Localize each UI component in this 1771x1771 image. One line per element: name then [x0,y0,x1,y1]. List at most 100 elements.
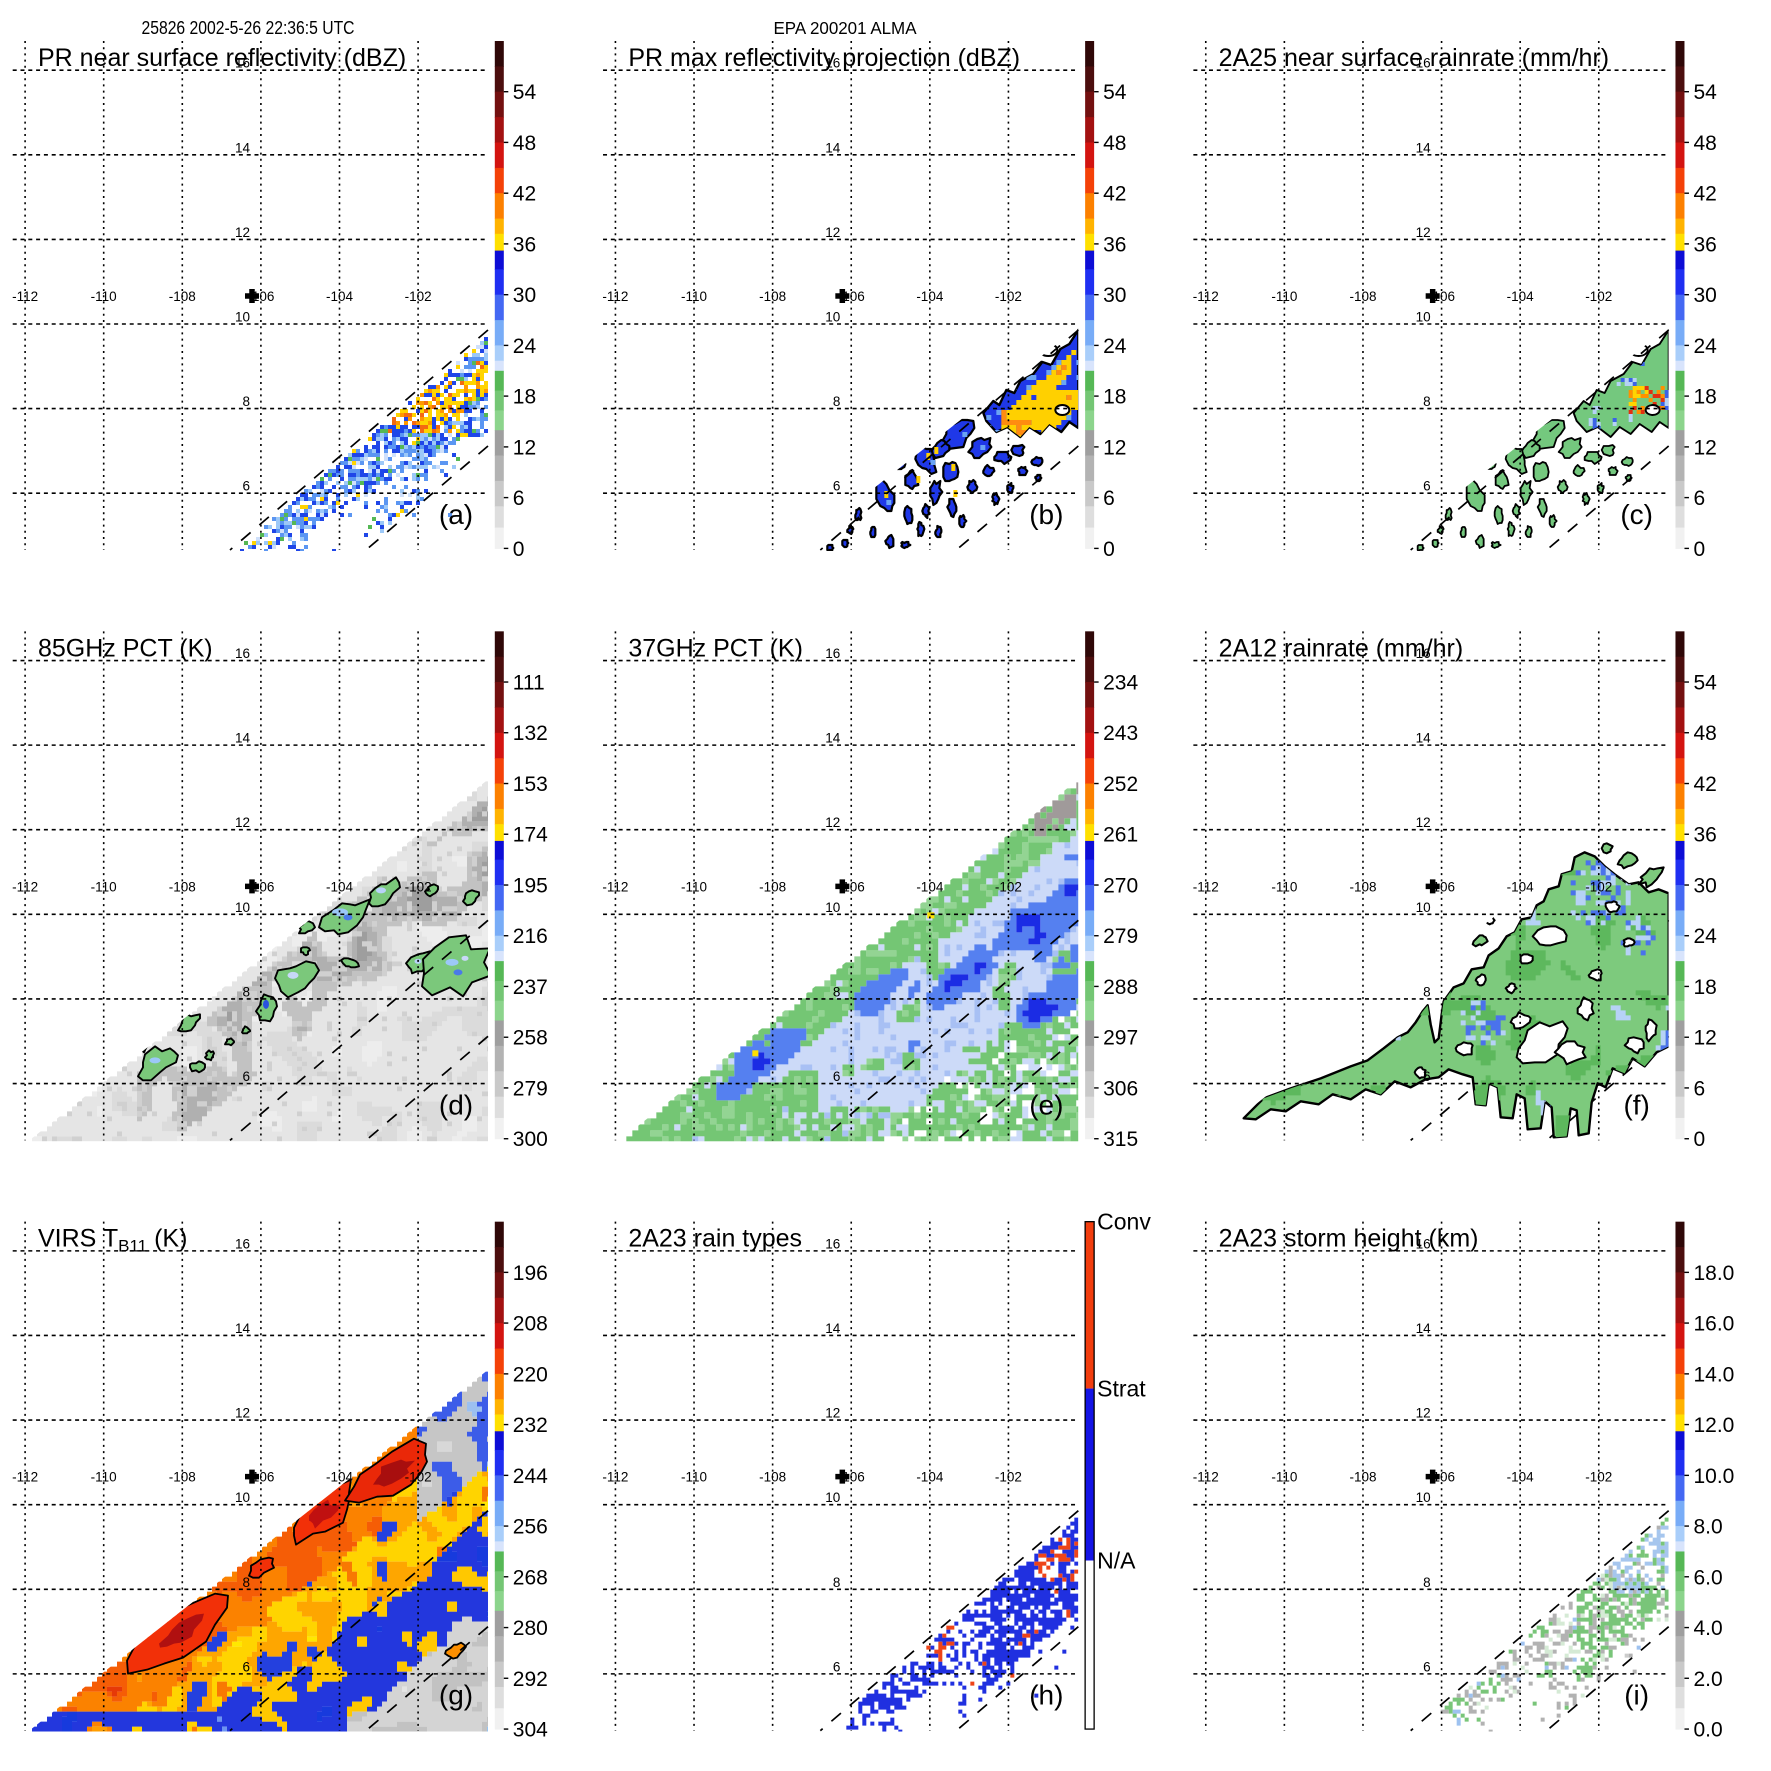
svg-text:244: 244 [513,1465,548,1488]
svg-text:14: 14 [825,1321,841,1336]
svg-text:14: 14 [825,140,841,155]
svg-text:6: 6 [1423,1659,1431,1674]
svg-text:42: 42 [1693,773,1716,796]
svg-text:25826 2002-5-26 22:36:5 UTC: 25826 2002-5-26 22:36:5 UTC [142,18,355,38]
svg-text:30: 30 [1693,875,1716,898]
svg-text:16.0: 16.0 [1693,1313,1734,1336]
svg-text:24: 24 [1103,335,1127,358]
svg-text:6.0: 6.0 [1693,1566,1722,1589]
svg-text:16: 16 [1416,1236,1431,1251]
svg-text:54: 54 [1693,672,1717,695]
svg-text:14: 14 [1416,140,1432,155]
svg-text:-102: -102 [1585,879,1612,894]
svg-text:-108: -108 [169,289,196,304]
svg-text:2A25 near surface rainrate (mm: 2A25 near surface rainrate (mm/hr) [1219,44,1609,72]
svg-text:2A23 storm height (km): 2A23 storm height (km) [1219,1225,1479,1253]
svg-text:18: 18 [1693,386,1716,409]
svg-text:4.0: 4.0 [1693,1617,1722,1640]
svg-text:-102: -102 [405,289,432,304]
svg-text:279: 279 [513,1077,548,1100]
svg-text:37GHz PCT (K): 37GHz PCT (K) [628,634,803,662]
svg-text:(e): (e) [1029,1089,1063,1120]
svg-text:12: 12 [1416,225,1431,240]
svg-text:12: 12 [235,815,250,830]
svg-text:208: 208 [513,1313,548,1336]
svg-text:306: 306 [1103,1077,1138,1100]
svg-text:-112: -112 [602,1470,628,1485]
svg-text:132: 132 [513,722,548,745]
svg-text:16: 16 [825,646,840,661]
svg-text:16: 16 [1416,56,1431,71]
svg-text:0: 0 [513,538,525,561]
svg-text:-102: -102 [405,1470,432,1485]
svg-text:6: 6 [833,479,841,494]
svg-text:-104: -104 [916,1470,944,1485]
svg-text:256: 256 [513,1516,548,1539]
svg-text:10: 10 [235,1490,250,1505]
svg-text:24: 24 [1693,335,1717,358]
svg-text:-110: -110 [1271,289,1297,304]
svg-text:243: 243 [1103,722,1138,745]
svg-text:85GHz PCT (K): 85GHz PCT (K) [38,634,213,662]
svg-text:-108: -108 [1349,289,1376,304]
svg-text:280: 280 [513,1617,548,1640]
svg-text:6: 6 [1423,1069,1431,1084]
svg-text:(b): (b) [1029,499,1063,530]
svg-text:8.0: 8.0 [1693,1516,1722,1539]
svg-text:42: 42 [513,183,536,206]
svg-text:196: 196 [513,1262,548,1285]
svg-text:54: 54 [1103,81,1127,104]
svg-text:-102: -102 [1585,1470,1612,1485]
svg-text:30: 30 [1103,284,1126,307]
svg-text:-112: -112 [1193,1470,1219,1485]
svg-text:8: 8 [1423,394,1431,409]
svg-text:18.0: 18.0 [1693,1262,1734,1285]
svg-text:14: 14 [235,1321,251,1336]
svg-text:-108: -108 [759,1470,786,1485]
svg-text:6: 6 [242,1659,250,1674]
svg-text:30: 30 [1693,284,1716,307]
svg-text:10: 10 [1416,900,1431,915]
svg-text:6: 6 [1103,487,1115,510]
svg-text:-104: -104 [916,879,944,894]
svg-text:-110: -110 [681,1470,707,1485]
svg-text:258: 258 [513,1027,548,1050]
svg-text:18: 18 [1103,386,1126,409]
svg-text:-110: -110 [1271,1470,1297,1485]
svg-text:12: 12 [1103,436,1126,459]
svg-text:VIRS TB11 (K): VIRS TB11 (K) [38,1225,187,1256]
svg-text:-108: -108 [759,879,786,894]
svg-text:48: 48 [1103,132,1126,155]
svg-text:54: 54 [513,81,537,104]
svg-text:2A12 rainrate (mm/hr): 2A12 rainrate (mm/hr) [1219,634,1464,662]
svg-text:48: 48 [513,132,536,155]
svg-text:(i): (i) [1624,1680,1649,1711]
svg-text:14: 14 [1416,731,1432,746]
svg-text:0: 0 [1693,538,1705,561]
svg-text:12: 12 [825,1406,840,1421]
svg-text:153: 153 [513,773,548,796]
svg-text:14: 14 [825,731,841,746]
svg-text:Strat: Strat [1097,1376,1146,1402]
svg-text:297: 297 [1103,1027,1138,1050]
svg-text:292: 292 [513,1668,548,1691]
svg-text:12: 12 [1693,1027,1716,1050]
svg-text:-104: -104 [326,1470,354,1485]
svg-text:0: 0 [1103,538,1115,561]
svg-text:-104: -104 [326,289,354,304]
svg-text:6: 6 [1693,1077,1705,1100]
svg-text:24: 24 [1693,925,1717,948]
svg-text:16: 16 [235,1236,250,1251]
svg-text:195: 195 [513,875,548,898]
svg-text:0: 0 [1693,1128,1705,1151]
svg-text:8: 8 [1423,984,1431,999]
svg-text:-110: -110 [91,289,117,304]
svg-text:10: 10 [825,900,840,915]
svg-text:8: 8 [242,1575,250,1590]
svg-text:36: 36 [1693,824,1716,847]
svg-text:8: 8 [833,394,841,409]
svg-text:6: 6 [242,479,250,494]
svg-text:-112: -112 [12,1470,38,1485]
svg-text:10: 10 [235,900,250,915]
svg-text:-102: -102 [995,879,1022,894]
